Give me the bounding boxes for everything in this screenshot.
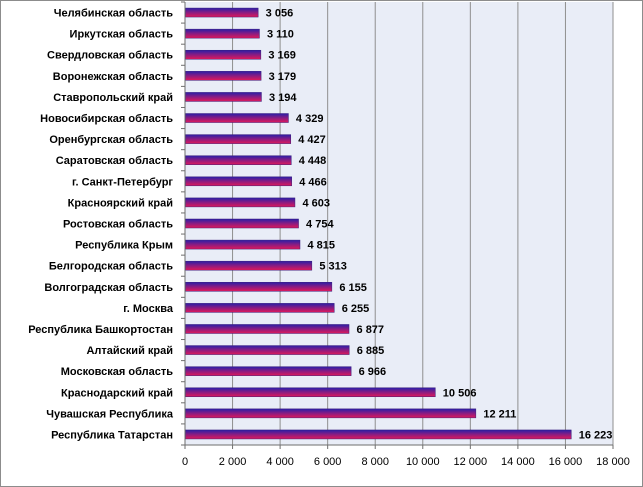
bar bbox=[185, 49, 262, 60]
x-tick-label: 16 000 bbox=[549, 456, 583, 468]
labels: 0 2 000 4 000 6 000 8 000 10 000 12 000 14 000 1… bbox=[28, 8, 630, 468]
category-label: Красноярский край bbox=[68, 197, 173, 209]
x-tick-label: 12 000 bbox=[454, 456, 488, 468]
category-label: Республика Крым bbox=[75, 240, 173, 252]
bar bbox=[185, 176, 292, 187]
bar bbox=[185, 366, 352, 376]
bar bbox=[185, 134, 292, 144]
bar bbox=[185, 345, 350, 355]
bar bbox=[185, 260, 313, 271]
bar bbox=[185, 7, 259, 18]
bar bbox=[185, 92, 262, 102]
bar bbox=[185, 71, 262, 81]
value-label: 5 313 bbox=[319, 261, 347, 273]
value-label: 4 815 bbox=[307, 240, 335, 252]
x-tick-label: 4 000 bbox=[266, 456, 294, 468]
value-label: 4 466 bbox=[299, 176, 327, 188]
bars bbox=[185, 7, 572, 440]
value-label: 6 885 bbox=[357, 345, 385, 357]
category-label: Республика Башкортостан bbox=[28, 324, 173, 336]
value-label: 4 448 bbox=[299, 155, 327, 167]
category-label: Московская область bbox=[61, 366, 173, 378]
category-label: Иркутская область bbox=[70, 29, 174, 41]
category-label: Ставропольский край bbox=[53, 92, 173, 104]
category-label: Чувашская Республика bbox=[46, 408, 174, 420]
x-tick-label: 10 000 bbox=[406, 456, 440, 468]
value-label: 4 329 bbox=[296, 113, 324, 125]
bar bbox=[185, 303, 335, 313]
bar bbox=[185, 408, 477, 419]
value-label: 4 427 bbox=[298, 134, 326, 146]
category-label: г. Москва bbox=[123, 303, 174, 315]
bar bbox=[185, 218, 299, 229]
value-label: 3 056 bbox=[266, 8, 294, 20]
value-label: 3 194 bbox=[269, 92, 297, 104]
category-label: Саратовская область bbox=[56, 155, 174, 167]
x-tick-label: 14 000 bbox=[501, 456, 535, 468]
value-label: 4 754 bbox=[306, 219, 334, 231]
value-label: 6 255 bbox=[342, 303, 370, 315]
bar bbox=[185, 387, 436, 398]
category-label: г. Санкт-Петербург bbox=[72, 176, 173, 188]
x-tick-label: 2 000 bbox=[219, 456, 247, 468]
category-label: Новосибирская область bbox=[40, 113, 173, 125]
bar bbox=[185, 324, 350, 334]
category-label: Волгоградская область bbox=[44, 282, 173, 294]
value-label: 3 169 bbox=[268, 50, 296, 62]
bar bbox=[185, 113, 289, 123]
bar bbox=[185, 429, 572, 440]
category-label: Республика Татарстан bbox=[51, 429, 173, 441]
category-label: Краснодарский край bbox=[61, 387, 173, 399]
value-label: 16 223 bbox=[579, 429, 613, 441]
category-label: Свердловская область bbox=[47, 50, 173, 62]
value-label: 10 506 bbox=[443, 387, 477, 399]
axes bbox=[181, 1, 614, 449]
category-label: Ростовская область bbox=[63, 219, 173, 231]
bar bbox=[185, 239, 301, 250]
value-label: 3 179 bbox=[269, 71, 297, 83]
category-label: Воронежская область bbox=[53, 71, 173, 83]
value-label: 4 603 bbox=[302, 197, 330, 209]
bar bbox=[185, 28, 260, 39]
x-tick-label: 18 000 bbox=[596, 456, 630, 468]
value-label: 6 155 bbox=[339, 282, 367, 294]
x-tick-label: 0 bbox=[182, 456, 188, 468]
category-label: Белгородская область bbox=[49, 261, 173, 273]
x-tick-label: 8 000 bbox=[361, 456, 389, 468]
category-label: Челябинская область bbox=[54, 8, 174, 20]
bar bbox=[185, 197, 296, 208]
category-label: Оренбургская область bbox=[49, 134, 173, 146]
bar bbox=[185, 282, 333, 292]
value-label: 3 110 bbox=[267, 29, 294, 41]
value-label: 6 877 bbox=[357, 324, 385, 336]
bar bbox=[185, 155, 292, 165]
value-label: 6 966 bbox=[359, 366, 387, 378]
x-tick-label: 6 000 bbox=[314, 456, 342, 468]
category-label: Алтайский край bbox=[86, 345, 173, 357]
value-label: 12 211 bbox=[483, 408, 516, 420]
